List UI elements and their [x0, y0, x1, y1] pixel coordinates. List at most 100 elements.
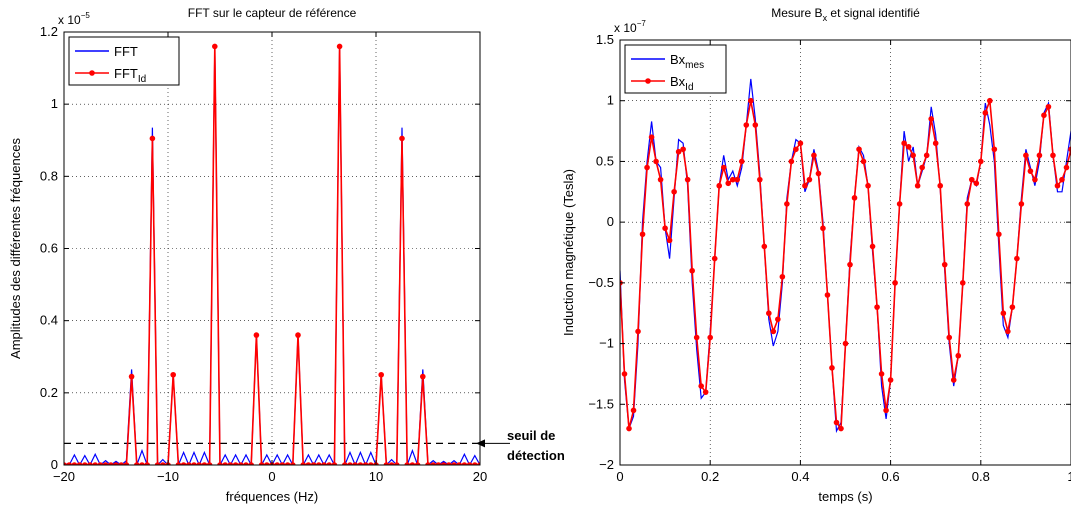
- data-point: [757, 176, 763, 183]
- data-point: [258, 462, 265, 465]
- data-point: [1059, 176, 1065, 183]
- data-point: [937, 182, 944, 189]
- x-tick-label: 0.2: [701, 469, 719, 484]
- data-point: [420, 373, 426, 380]
- data-point: [901, 140, 907, 147]
- legend-name-subscript: mes: [685, 60, 704, 71]
- series-line: [64, 46, 480, 465]
- data-point: [666, 237, 673, 244]
- data-point: [206, 462, 213, 465]
- y-tick-label: 1: [51, 96, 58, 111]
- data-point: [409, 462, 416, 465]
- x-tick-label: 0: [268, 469, 275, 484]
- data-point: [770, 328, 777, 335]
- data-point: [932, 140, 939, 147]
- data-point: [394, 462, 400, 465]
- data-point: [113, 462, 119, 465]
- data-point: [648, 134, 655, 140]
- x-tick-label: 0: [616, 469, 623, 484]
- data-point: [82, 462, 88, 465]
- axis-exponent: x 10−5: [58, 11, 90, 27]
- data-point: [352, 462, 358, 465]
- data-point: [766, 310, 772, 317]
- data-point: [347, 462, 353, 465]
- threshold-annotation: seuil de détection: [476, 428, 565, 463]
- x-tick-label: −20: [53, 469, 75, 484]
- data-point: [689, 267, 695, 274]
- y-tick-label: −1.5: [588, 396, 614, 411]
- data-point: [1041, 112, 1047, 119]
- data-point: [170, 371, 176, 378]
- data-point: [1009, 304, 1016, 310]
- y-tick-label: 0.4: [40, 313, 58, 328]
- threshold-label: détection: [507, 448, 565, 463]
- data-point: [950, 377, 957, 383]
- data-point: [243, 462, 249, 465]
- data-point: [910, 152, 916, 159]
- data-point: [621, 371, 628, 377]
- data-point: [1045, 103, 1052, 110]
- data-point: [232, 462, 239, 465]
- data-point: [212, 43, 218, 50]
- data-point: [959, 280, 966, 286]
- data-point: [316, 462, 322, 465]
- data-point: [175, 462, 182, 465]
- y-tick-label: 1: [607, 93, 614, 108]
- data-point: [108, 462, 114, 465]
- data-point: [284, 462, 291, 465]
- y-tick-label: 0: [51, 457, 58, 472]
- series-2: [64, 43, 480, 465]
- data-point: [388, 462, 395, 465]
- data-point: [779, 273, 786, 280]
- data-point: [102, 462, 109, 465]
- data-point: [66, 462, 72, 465]
- data-point: [833, 419, 840, 426]
- data-point: [435, 462, 442, 465]
- data-point: [222, 462, 228, 465]
- data-point: [76, 462, 83, 465]
- data-point: [466, 462, 473, 465]
- data-point: [321, 462, 327, 465]
- data-point: [644, 164, 650, 171]
- data-point: [639, 231, 646, 238]
- data-point: [425, 462, 431, 465]
- data-point: [123, 462, 130, 465]
- y-tick-label: 0.5: [596, 153, 614, 168]
- data-point: [1014, 255, 1020, 262]
- data-point: [716, 182, 723, 189]
- data-point: [968, 176, 975, 183]
- data-point: [802, 182, 808, 189]
- data-point: [874, 304, 880, 310]
- data-point: [919, 164, 925, 171]
- data-point: [71, 462, 78, 465]
- data-point: [761, 243, 768, 250]
- data-point: [1027, 168, 1034, 174]
- data-point: [851, 195, 858, 201]
- data-point: [92, 462, 98, 465]
- data-point: [134, 462, 140, 465]
- legend-marker: [645, 78, 651, 84]
- data-point: [946, 334, 953, 341]
- x-tick-label: −10: [157, 469, 179, 484]
- legend-name: FFT: [114, 66, 138, 81]
- data-point: [635, 328, 641, 335]
- data-point: [680, 146, 686, 153]
- data-point: [671, 188, 677, 195]
- plot-area: [620, 40, 1071, 465]
- y-tick-label: 0.6: [40, 241, 58, 256]
- data-point: [923, 152, 930, 159]
- data-point: [414, 462, 421, 465]
- data-point: [1023, 152, 1029, 159]
- data-point: [201, 462, 208, 465]
- data-point: [860, 158, 867, 165]
- y-axis-label: Induction magnétique (Tesla): [561, 169, 576, 336]
- y-tick-label: 0: [607, 214, 614, 229]
- data-point: [191, 462, 197, 465]
- data-point: [64, 462, 67, 465]
- exponent-power: −5: [81, 11, 91, 20]
- data-point: [928, 116, 934, 122]
- data-point: [446, 462, 452, 465]
- data-point: [253, 332, 260, 338]
- threshold-arrow-head: [476, 439, 485, 448]
